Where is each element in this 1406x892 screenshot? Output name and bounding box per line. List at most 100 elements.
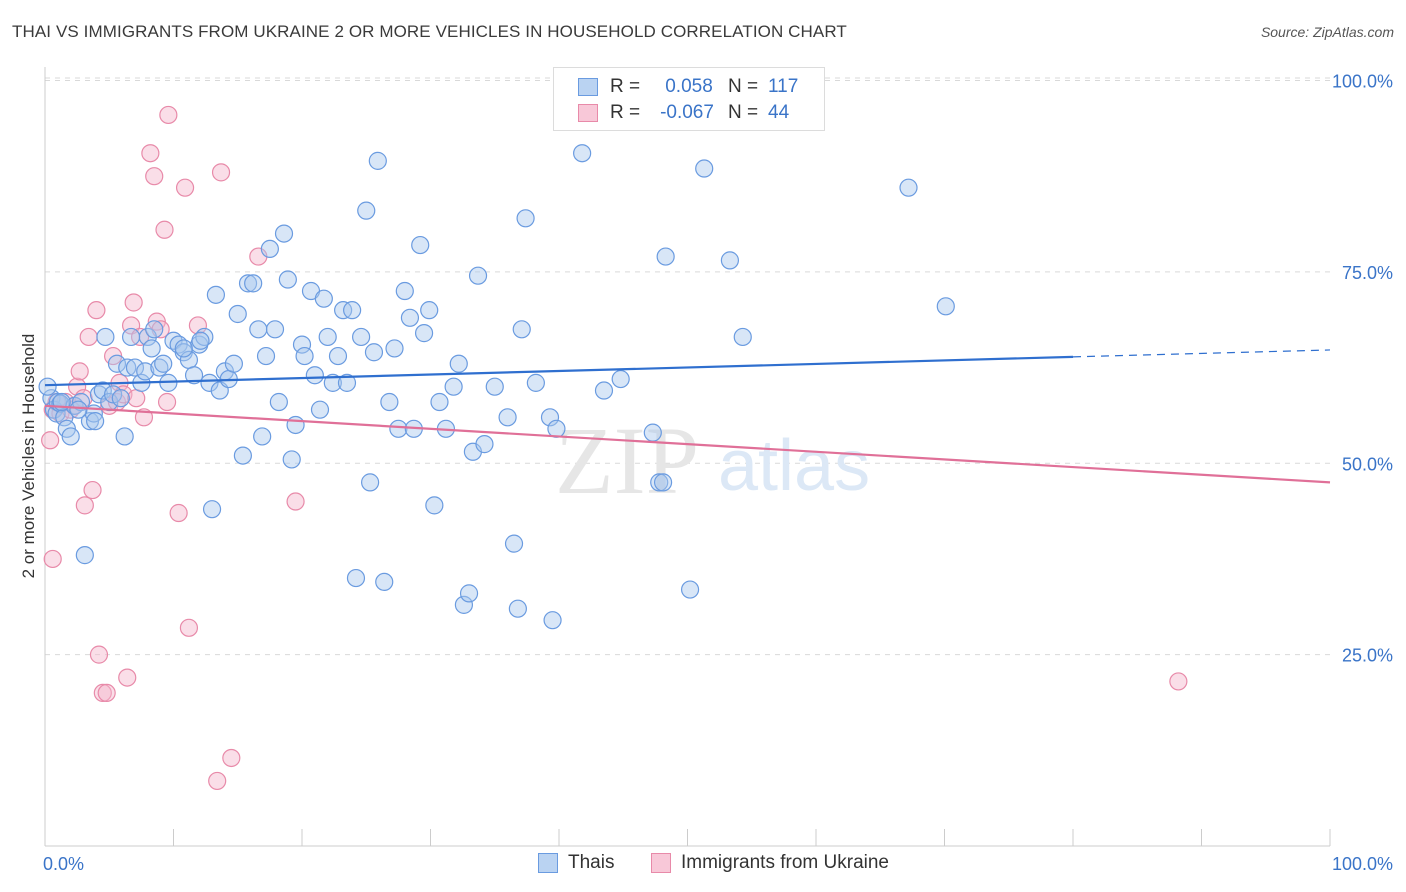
legend-r-label-2: R = <box>610 102 641 123</box>
y-tick-label: 50.0% <box>1342 454 1393 474</box>
thais-point <box>256 346 276 366</box>
thais-point <box>292 335 312 354</box>
ukraine-point <box>157 392 177 412</box>
watermark: ZIP atlas <box>555 407 870 514</box>
watermark-atlas: atlas <box>718 426 870 506</box>
thais-point <box>449 354 468 373</box>
thais-point <box>238 274 258 293</box>
thais-point <box>611 369 630 389</box>
ukraine-point <box>141 144 160 163</box>
thais-point <box>385 339 404 358</box>
legend-n-value-2: 44 <box>768 102 790 123</box>
thais-point <box>125 358 145 377</box>
axes <box>44 67 1331 847</box>
thais-point <box>142 339 161 358</box>
ukraine-point <box>83 480 102 500</box>
ukraine-point <box>211 163 231 182</box>
thais-point <box>93 381 112 400</box>
thais-point <box>411 235 430 255</box>
thais-point <box>364 343 384 362</box>
ukraine-point <box>79 327 98 347</box>
ukraine-point <box>159 105 178 125</box>
thais-point <box>733 327 752 347</box>
legend-n-label-1: N = <box>728 76 759 97</box>
thais-point <box>249 320 268 339</box>
legend-swatch-ukraine <box>651 853 671 873</box>
ukraine-point <box>124 293 143 312</box>
thais-point <box>516 209 535 228</box>
ukraine-point <box>175 178 195 197</box>
thais-point <box>233 446 252 465</box>
thais-point <box>278 270 297 289</box>
thais-point <box>526 373 545 392</box>
thais-point <box>543 611 562 630</box>
ukraine-point <box>43 549 62 569</box>
x-tick-label: 100.0% <box>1332 854 1393 874</box>
thais-point <box>454 595 474 614</box>
thais-point <box>107 354 127 373</box>
thais-point <box>459 584 479 603</box>
thais-point <box>504 534 524 553</box>
chart-title: THAI VS IMMIGRANTS FROM UKRAINE 2 OR MOR… <box>12 22 847 41</box>
watermark-zip: ZIP <box>555 407 699 514</box>
ukraine-point <box>222 748 241 768</box>
thais-point <box>352 327 371 347</box>
thais-point <box>720 251 740 270</box>
thais-point <box>656 247 675 266</box>
legend-n-label-2: N = <box>728 102 759 123</box>
thais-point <box>282 450 301 469</box>
thais-point <box>475 435 494 454</box>
ukraine-point <box>97 683 116 703</box>
thais-point <box>485 377 504 396</box>
thais-point <box>145 320 164 339</box>
thais-point <box>269 392 288 412</box>
thais-point <box>305 366 324 385</box>
thais-point <box>184 366 204 385</box>
ukraine-point <box>89 645 109 664</box>
thais-point <box>75 546 94 565</box>
thais-point <box>286 415 305 435</box>
thais-point <box>154 354 173 373</box>
ukraine-point <box>179 618 199 637</box>
thais-point <box>430 392 449 412</box>
thais-point <box>508 599 527 618</box>
thais-point <box>361 473 380 492</box>
legend-swatch-blue <box>578 78 598 96</box>
ukraine-point <box>145 167 164 186</box>
thais-point <box>318 327 337 347</box>
stats-legend: R = 0.058 N = 117 R = -0.067 N = 44 <box>553 67 825 131</box>
legend-swatch-thais <box>538 853 558 873</box>
thais-point <box>425 496 444 515</box>
ukraine-point <box>87 301 106 320</box>
thais-point <box>512 320 531 339</box>
thais-point <box>343 301 362 320</box>
thais-point <box>650 473 669 492</box>
thais-points <box>38 144 955 630</box>
thais-point <box>380 392 399 412</box>
ukraine-point <box>188 316 208 335</box>
thais-point <box>206 285 226 304</box>
thais-point <box>414 324 434 343</box>
y-tick-label: 75.0% <box>1342 263 1393 283</box>
thais-point <box>695 159 714 178</box>
ukraine-point <box>41 431 60 450</box>
legend-swatch-pink <box>578 104 598 122</box>
chart-source: Source: ZipAtlas.com <box>1260 24 1394 40</box>
ukraine-point <box>286 492 305 511</box>
legend-row-thais: R = 0.058 N = 117 <box>578 75 798 99</box>
x-tick-label: 0.0% <box>43 854 84 874</box>
thais-point <box>121 327 141 347</box>
thais-point <box>174 339 193 358</box>
legend-label-thais: Thais <box>568 852 615 873</box>
thais-point <box>375 572 394 592</box>
thais-point <box>346 568 366 588</box>
thais-point <box>643 423 662 442</box>
thais-point <box>118 358 137 377</box>
thais-trend-line <box>44 355 1074 387</box>
ukraine-point <box>75 496 94 515</box>
thais-point <box>61 427 80 446</box>
thais-point <box>244 274 263 293</box>
thais-point <box>653 473 673 492</box>
thais-point <box>680 580 700 599</box>
